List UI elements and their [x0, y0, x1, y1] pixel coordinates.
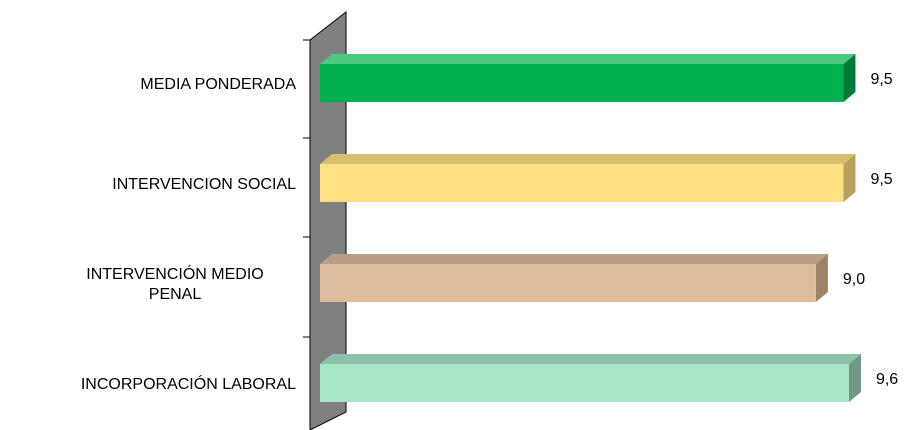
value-label-2: 9,5: [870, 171, 892, 188]
bar-4: [320, 354, 861, 402]
category-label-4: INCORPORACIÓN LABORAL: [81, 374, 296, 393]
value-label-1: 9,5: [870, 71, 892, 88]
category-label-1: MEDIA PONDERADA: [140, 76, 296, 93]
bar-top-face: [320, 54, 856, 64]
category-labels-group: MEDIA PONDERADA INTERVENCION SOCIAL INTERV…: [81, 76, 296, 393]
bars-group: [320, 54, 861, 402]
category-label-3: INTERVENCIÓN MEDIO PENAL: [86, 264, 264, 303]
bar-side-face: [843, 154, 856, 202]
value-label-3: 9,0: [843, 271, 865, 288]
bar-3: [320, 254, 828, 302]
bar-front-face: [320, 164, 844, 202]
value-labels-group: 9,5 9,5 9,0 9,6: [843, 71, 898, 388]
bar-side-face: [848, 354, 861, 402]
bar-1: [320, 54, 856, 102]
bar-top-face: [320, 154, 856, 164]
bar-top-face: [320, 254, 828, 264]
bar-2: [320, 154, 856, 202]
bar-front-face: [320, 364, 849, 402]
bar-side-face: [815, 254, 828, 302]
bar-side-face: [843, 54, 856, 102]
chart-back-wall: [303, 10, 347, 430]
bar-front-face: [320, 64, 844, 102]
category-label-line: INTERVENCIÓN MEDIO: [86, 264, 264, 283]
category-label-2: INTERVENCION SOCIAL: [112, 176, 296, 193]
bar-front-face: [320, 264, 816, 302]
category-label-line: PENAL: [149, 286, 202, 303]
bar-top-face: [320, 354, 861, 364]
value-label-4: 9,6: [876, 371, 898, 388]
